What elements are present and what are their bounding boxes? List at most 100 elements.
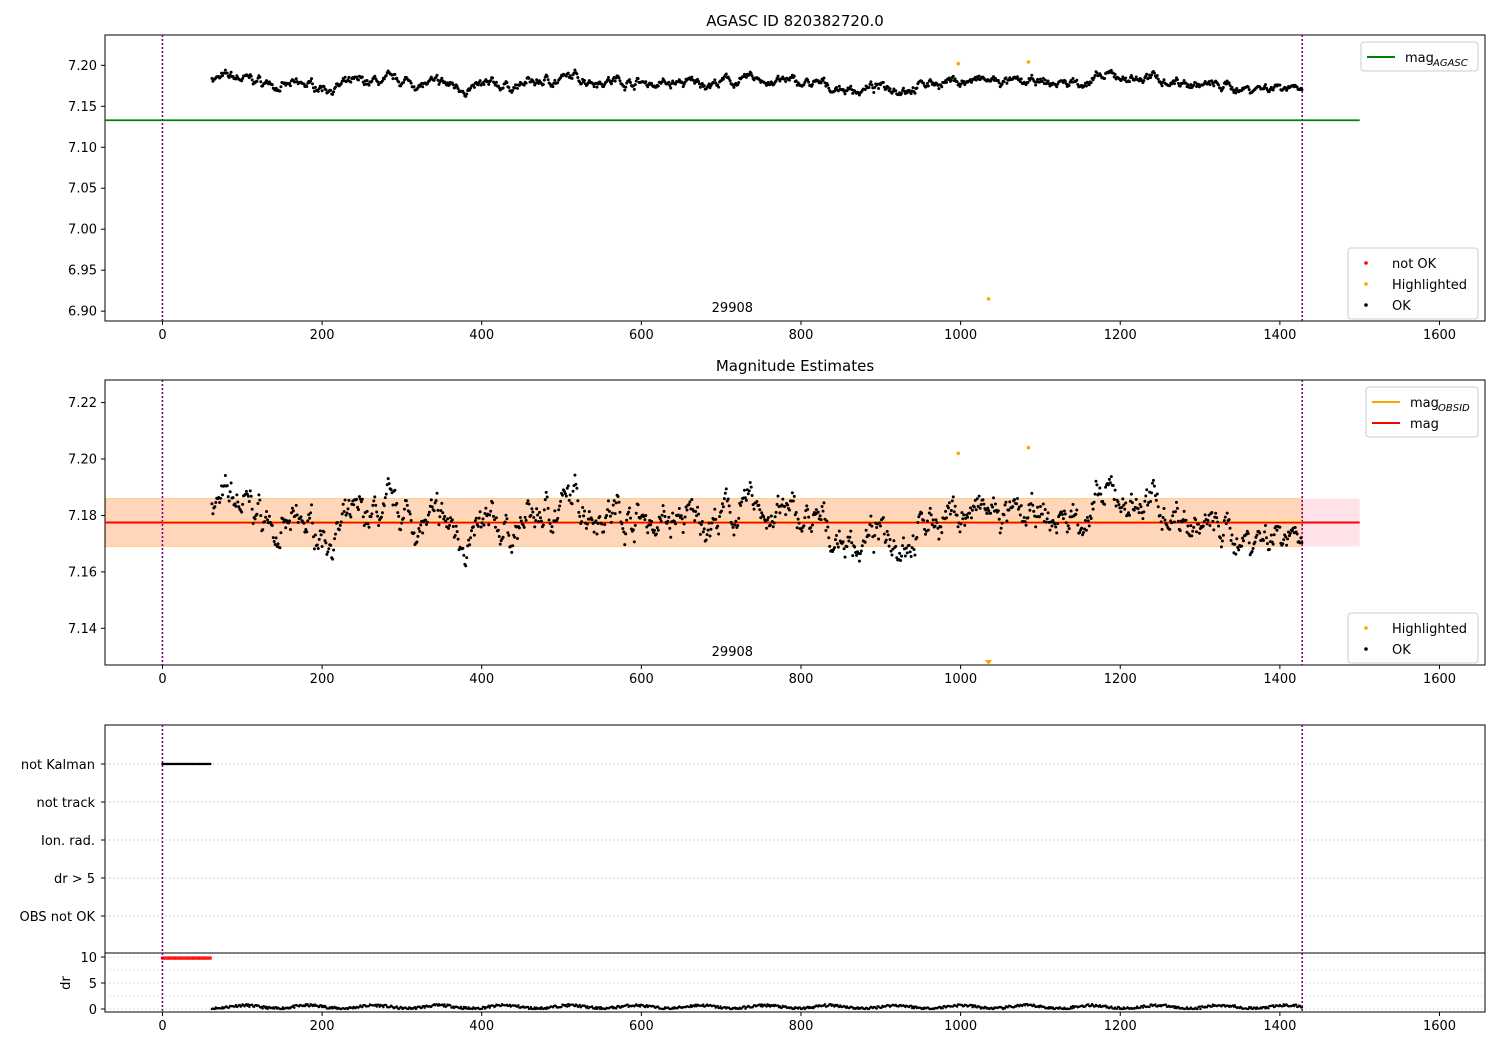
ok-point bbox=[681, 85, 685, 89]
ok-point bbox=[359, 500, 363, 504]
ok-point bbox=[717, 532, 721, 536]
ok-point bbox=[462, 91, 466, 95]
ok-point bbox=[622, 530, 626, 534]
legend-status bbox=[1347, 612, 1479, 664]
ok-point bbox=[643, 518, 647, 522]
ok-point bbox=[698, 532, 702, 536]
ok-point bbox=[732, 85, 736, 89]
ok-point bbox=[477, 516, 481, 520]
dr-point bbox=[461, 1007, 465, 1011]
ok-point bbox=[1040, 79, 1044, 83]
ok-point bbox=[936, 526, 940, 530]
ok-point bbox=[752, 507, 756, 511]
ok-point bbox=[433, 501, 437, 505]
ok-point bbox=[722, 497, 726, 501]
ok-point bbox=[903, 554, 907, 558]
ok-point bbox=[590, 518, 594, 522]
legend-mag bbox=[1365, 386, 1479, 438]
ok-point bbox=[891, 547, 895, 551]
ok-point bbox=[1139, 505, 1143, 509]
ok-point bbox=[1165, 523, 1169, 527]
ok-point bbox=[877, 537, 881, 541]
ok-point bbox=[576, 499, 580, 503]
ok-point bbox=[982, 502, 986, 506]
ok-point bbox=[947, 76, 951, 80]
ok-point bbox=[624, 532, 628, 536]
ok-point bbox=[1176, 81, 1180, 85]
ok-point bbox=[940, 531, 944, 535]
y-tick-label: 7.20 bbox=[68, 453, 97, 468]
ok-point bbox=[1182, 509, 1186, 513]
ok-point bbox=[1044, 520, 1048, 524]
ok-point bbox=[632, 540, 636, 544]
ok-point bbox=[690, 75, 694, 79]
ok-point bbox=[1150, 73, 1154, 77]
ok-point bbox=[435, 73, 439, 77]
panel-dr: 0 5 10 dr 0 200 400 600 800 1000 1200 1400 1600 bbox=[59, 951, 1486, 1034]
dr-point bbox=[1271, 1004, 1275, 1007]
ok-point bbox=[313, 533, 317, 537]
ok-point bbox=[546, 78, 550, 82]
ok-point bbox=[1271, 542, 1275, 546]
ok-point bbox=[1230, 533, 1234, 537]
ok-point bbox=[1154, 498, 1158, 502]
dr-point bbox=[413, 1005, 417, 1009]
ok-point bbox=[400, 521, 404, 525]
ok-point bbox=[997, 81, 1001, 85]
ok-point bbox=[505, 81, 509, 85]
ok-point bbox=[794, 511, 798, 515]
ok-point bbox=[1060, 510, 1064, 514]
x-tick-label: 400 bbox=[469, 672, 494, 687]
ok-point bbox=[970, 508, 974, 512]
ok-point bbox=[841, 540, 845, 544]
ok-point bbox=[476, 524, 480, 528]
dr-point bbox=[385, 1004, 388, 1007]
ok-point bbox=[926, 84, 930, 88]
ok-point bbox=[461, 546, 465, 550]
ok-point bbox=[707, 82, 711, 86]
ok-point bbox=[740, 500, 744, 504]
ok-point bbox=[366, 522, 370, 526]
ok-point bbox=[1236, 545, 1240, 549]
ok-point bbox=[1206, 519, 1210, 523]
ok-point bbox=[674, 522, 678, 526]
ok-point bbox=[807, 515, 811, 519]
ok-point bbox=[996, 509, 1000, 513]
ok-point bbox=[386, 477, 390, 481]
ok-point bbox=[1011, 505, 1015, 509]
ok-point bbox=[1134, 497, 1138, 501]
ok-point bbox=[585, 522, 589, 526]
ok-point bbox=[913, 91, 917, 95]
ok-point bbox=[999, 526, 1003, 530]
ok-point bbox=[1089, 516, 1093, 520]
ok-point bbox=[833, 89, 837, 93]
dr-point bbox=[250, 1003, 254, 1006]
ok-point bbox=[373, 495, 377, 499]
dr-point bbox=[1141, 1006, 1145, 1009]
dr-point bbox=[1087, 1003, 1090, 1006]
ok-point bbox=[543, 498, 547, 502]
ok-point bbox=[661, 504, 665, 508]
ok-point bbox=[1085, 515, 1089, 519]
obsid-label: 29908 bbox=[712, 301, 753, 316]
ok-point bbox=[759, 516, 763, 520]
ok-point bbox=[1004, 500, 1008, 504]
ok-point bbox=[1081, 533, 1085, 537]
ok-point bbox=[595, 85, 599, 89]
ok-point bbox=[223, 474, 227, 478]
ok-point bbox=[666, 519, 670, 523]
ok-point bbox=[909, 554, 913, 558]
dr-point bbox=[1164, 1003, 1168, 1006]
ok-point bbox=[370, 512, 374, 516]
ok-point bbox=[496, 528, 500, 532]
ok-point bbox=[1235, 86, 1239, 90]
ok-point bbox=[560, 493, 564, 497]
legend-agasc bbox=[1360, 41, 1479, 72]
ok-point bbox=[435, 491, 439, 495]
ok-point bbox=[214, 500, 218, 504]
flag-label: not track bbox=[36, 796, 95, 811]
ok-point bbox=[360, 75, 364, 79]
ok-point bbox=[332, 548, 336, 552]
ok-point bbox=[256, 501, 260, 505]
ok-point bbox=[1162, 78, 1166, 82]
